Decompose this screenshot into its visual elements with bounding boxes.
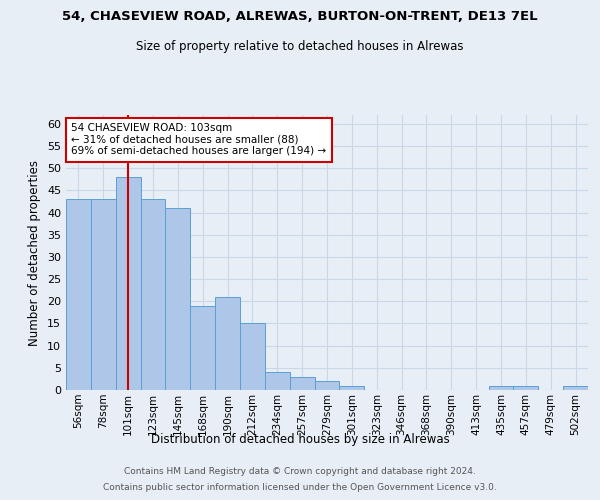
Bar <box>116 177 140 390</box>
Text: Contains HM Land Registry data © Crown copyright and database right 2024.: Contains HM Land Registry data © Crown c… <box>124 468 476 476</box>
Bar <box>166 208 190 390</box>
Bar <box>91 200 116 390</box>
Bar <box>314 381 340 390</box>
Bar <box>190 306 215 390</box>
Bar <box>488 386 514 390</box>
Text: Contains public sector information licensed under the Open Government Licence v3: Contains public sector information licen… <box>103 482 497 492</box>
Bar <box>514 386 538 390</box>
Bar <box>240 324 265 390</box>
Bar <box>290 376 314 390</box>
Bar <box>66 200 91 390</box>
Bar <box>265 372 290 390</box>
Text: 54 CHASEVIEW ROAD: 103sqm
← 31% of detached houses are smaller (88)
69% of semi-: 54 CHASEVIEW ROAD: 103sqm ← 31% of detac… <box>71 123 326 156</box>
Y-axis label: Number of detached properties: Number of detached properties <box>28 160 41 346</box>
Text: Distribution of detached houses by size in Alrewas: Distribution of detached houses by size … <box>151 432 449 446</box>
Text: Size of property relative to detached houses in Alrewas: Size of property relative to detached ho… <box>136 40 464 53</box>
Bar <box>563 386 588 390</box>
Bar <box>140 200 166 390</box>
Bar <box>340 386 364 390</box>
Bar <box>215 297 240 390</box>
Text: 54, CHASEVIEW ROAD, ALREWAS, BURTON-ON-TRENT, DE13 7EL: 54, CHASEVIEW ROAD, ALREWAS, BURTON-ON-T… <box>62 10 538 23</box>
